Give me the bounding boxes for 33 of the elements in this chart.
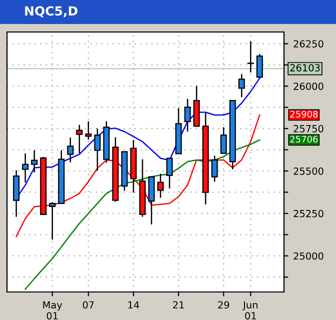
x-tick-label: Jun 01 [242,301,258,320]
chart-title: NQC5,D [25,6,78,18]
candlestick [166,158,173,190]
candlestick [85,120,92,140]
text: 25908 [290,110,318,118]
candlestick [22,152,29,183]
line-series [16,114,260,238]
x-tick-label: 29 [218,301,230,309]
ref-line-label: 26103 [290,64,320,72]
x-tick-label: 14 [128,301,140,308]
candlestick [67,136,74,163]
candlestick [49,202,56,240]
candlestick [31,150,38,173]
candlestick [220,126,227,154]
candlestick [211,155,218,182]
line-series [24,139,260,290]
x-tick-label: May 01 [43,301,62,320]
y-tick-label: 25250 [294,210,324,218]
y-tick-label: 26250 [294,40,324,48]
candlestick [238,73,245,98]
x-tick-label: 21 [173,301,184,308]
candlestick [157,173,164,198]
x-tick-label: 07 [82,301,94,309]
y-tick-label: 25500 [294,167,324,175]
candlestick [76,124,83,154]
y-tick-label: 25000 [294,252,324,260]
text: 25706 [290,136,318,143]
y-tick-label: 26000 [294,82,324,90]
y-tick-label: 25750 [294,125,324,132]
candlestick [184,98,191,132]
candlestick [247,40,254,74]
candlestick [256,53,263,78]
candlestick [94,128,101,172]
